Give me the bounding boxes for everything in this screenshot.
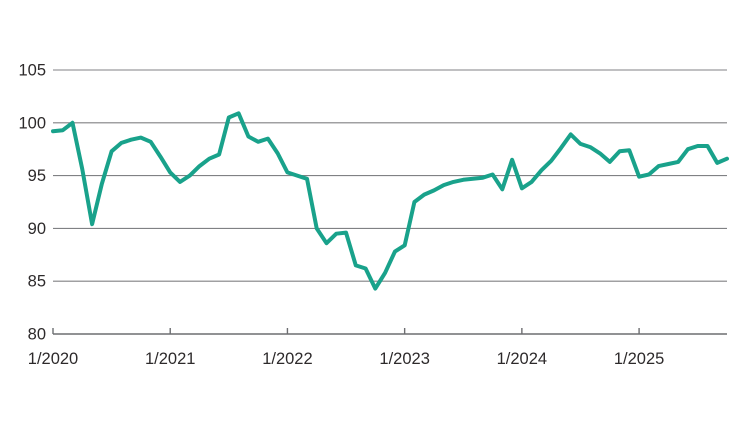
y-axis-tick-label-90: 90 xyxy=(28,220,46,238)
x-axis-tick-label-1-2022: 1/2022 xyxy=(262,350,312,368)
y-axis-tick-label-80: 80 xyxy=(28,326,46,344)
y-axis-tick-label-85: 85 xyxy=(28,273,46,291)
x-axis-tick-label-1-2025: 1/2025 xyxy=(614,350,664,368)
x-axis-tick-label-1-2021: 1/2021 xyxy=(145,350,195,368)
y-axis-tick-label-95: 95 xyxy=(28,167,46,185)
y-axis-tick-label-100: 100 xyxy=(18,114,46,132)
data-series-line xyxy=(51,111,729,291)
x-axis-tick-label-1-2023: 1/2023 xyxy=(379,350,429,368)
x-axis-tick-label-1-2020: 1/2020 xyxy=(28,350,78,368)
x-axis-tick-label-1-2024: 1/2024 xyxy=(497,350,547,368)
y-axis-tick-label-105: 105 xyxy=(18,62,46,80)
